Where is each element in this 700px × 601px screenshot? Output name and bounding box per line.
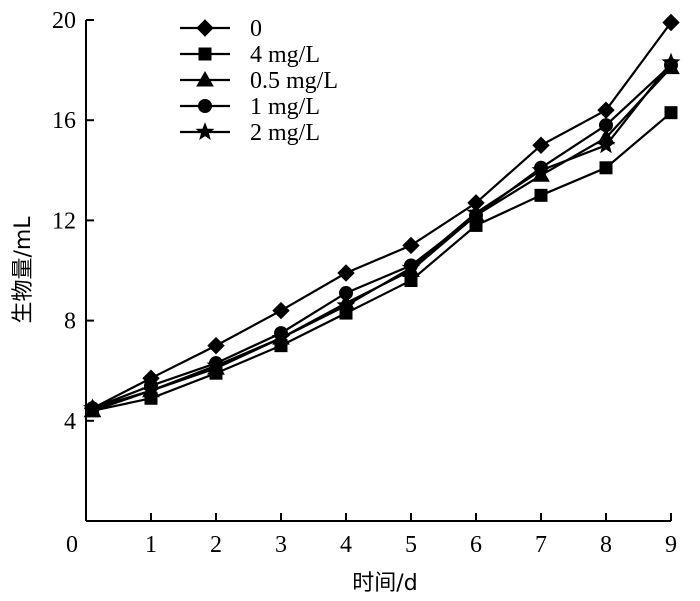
x-tick-label: 9 (665, 532, 677, 558)
data-point (466, 202, 486, 221)
series-line (92, 64, 672, 410)
data-point (599, 161, 613, 175)
x-tick-label: 7 (535, 532, 547, 558)
y-tick-label: 16 (52, 108, 76, 134)
legend-item: 4 mg/L (180, 42, 320, 68)
data-point (402, 236, 420, 255)
legend: 04 mg/L0.5 mg/L1 mg/L2 mg/L (180, 16, 338, 146)
legend-item: 1 mg/L (180, 94, 320, 120)
data-point (531, 160, 551, 179)
data-point (206, 355, 226, 374)
legend-marker-diamond (196, 19, 214, 37)
data-point (532, 136, 550, 154)
legend-marker-circle (198, 99, 212, 113)
legend-marker-star (195, 122, 215, 141)
data-point (207, 336, 225, 355)
y-tick-label: 12 (52, 208, 76, 234)
x-axis-title: 时间/d (352, 571, 417, 596)
legend-item: 0.5 mg/L (180, 68, 338, 94)
series-triangle (83, 58, 680, 418)
y-tick-label: 8 (64, 309, 76, 335)
y-axis-title: 生物量/mL (11, 216, 36, 324)
series-layer (83, 13, 681, 418)
series-line (92, 111, 672, 412)
y-tick-label: 20 (52, 8, 76, 34)
data-point (599, 118, 613, 133)
data-point (664, 106, 678, 120)
y-tick-label: 4 (64, 409, 76, 435)
data-point (597, 101, 615, 119)
data-point (596, 135, 616, 154)
x-tick-label: 4 (340, 532, 352, 558)
series-line (92, 66, 672, 412)
legend-label: 0.5 mg/L (250, 68, 338, 94)
data-point (272, 301, 290, 320)
data-point (662, 13, 680, 32)
legend-item: 2 mg/L (180, 120, 320, 146)
series-line (92, 61, 672, 410)
legend-label: 2 mg/L (250, 120, 320, 146)
legend-label: 0 (250, 16, 262, 42)
legend-label: 4 mg/L (250, 42, 320, 68)
legend-label: 1 mg/L (250, 94, 320, 120)
data-point (401, 258, 421, 277)
data-point (534, 188, 548, 202)
x-tick-label: 5 (405, 532, 417, 558)
x-tick-label: 3 (275, 532, 287, 558)
x-tick-label: 6 (470, 532, 482, 558)
series-diamond (83, 13, 680, 417)
series-star (83, 52, 681, 417)
data-point (271, 328, 291, 347)
x-tick-label: 1 (145, 532, 157, 558)
series-line (91, 21, 672, 410)
data-point (661, 52, 681, 71)
x-tick-label: 2 (210, 532, 222, 558)
x-tick-label: 0 (66, 532, 78, 558)
legend-item: 0 (180, 16, 262, 42)
legend-marker-square (198, 47, 212, 61)
series-circle (85, 58, 678, 416)
data-point (141, 380, 161, 399)
data-point (337, 264, 355, 282)
x-tick-label: 8 (600, 532, 612, 558)
data-point (336, 295, 356, 314)
legend-marker-triangle (196, 70, 214, 87)
data-point (83, 398, 102, 417)
